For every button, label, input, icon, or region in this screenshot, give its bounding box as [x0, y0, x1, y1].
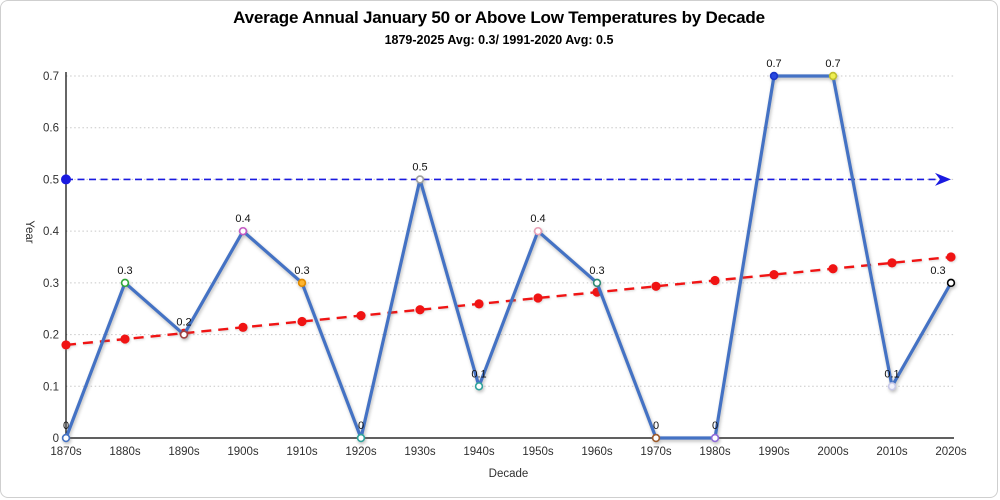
trend-series-group — [61, 252, 956, 350]
data-point-marker — [356, 433, 366, 443]
data-point-marker — [887, 382, 897, 391]
trend-point-marker — [415, 305, 425, 315]
data-point-label: 0.3 — [589, 265, 604, 277]
chart-subtitle: 1879-2025 Avg: 0.3/ 1991-2020 Avg: 0.5 — [384, 33, 614, 47]
y-axis-tick-label: 0.5 — [43, 174, 59, 186]
data-point-label: 0 — [712, 420, 718, 432]
x-axis-tick-label: 1880s — [109, 446, 141, 458]
reference-line-start-dot — [61, 174, 71, 185]
data-point-label: 0 — [63, 420, 69, 432]
x-axis-tick-label: 1950s — [522, 446, 554, 458]
x-axis-tick-label: 1920s — [345, 446, 377, 458]
data-point-label: 0 — [653, 420, 659, 432]
data-point-marker — [238, 226, 248, 236]
data-point-label: 0 — [358, 420, 364, 432]
data-point-marker — [592, 278, 602, 288]
data-point-label: 0.7 — [825, 58, 840, 70]
y-axis-title: Year — [23, 220, 35, 243]
x-axis-tick-label: 1970s — [640, 446, 672, 458]
trend-point-marker — [474, 299, 484, 309]
data-point-marker — [533, 226, 543, 236]
y-axis-tick-label: 0.6 — [43, 123, 59, 135]
trend-point-marker — [828, 264, 838, 274]
data-point-marker — [828, 71, 838, 81]
x-axis-tick-label: 1890s — [168, 446, 200, 458]
data-point-label: 0.3 — [294, 265, 309, 277]
data-point-marker — [769, 71, 779, 81]
main-series-group — [61, 71, 956, 443]
x-axis-tick-label: 1900s — [227, 446, 259, 458]
data-point-label: 0.1 — [884, 368, 899, 380]
x-axis-tick-label: 1990s — [758, 446, 790, 458]
x-axis-tick-label: 1930s — [404, 446, 436, 458]
y-axis-tick-label: 0.2 — [43, 330, 59, 342]
reference-line-arrow-icon — [935, 172, 951, 186]
data-point-marker — [415, 175, 425, 184]
data-point-marker — [651, 433, 661, 443]
data-point-marker — [946, 278, 956, 288]
y-axis-tick-label: 0 — [53, 433, 59, 445]
data-point-label: 0.3 — [930, 265, 945, 277]
x-axis-tick-label: 1980s — [699, 446, 731, 458]
data-point-label: 0.7 — [766, 58, 781, 70]
trend-point-marker — [710, 275, 720, 286]
x-axis-tick-label: 1870s — [50, 446, 82, 458]
y-axis-tick-label: 0.1 — [43, 381, 59, 393]
y-axis-tick-label: 0.4 — [43, 226, 60, 238]
trend-point-marker — [61, 340, 71, 350]
trend-point-marker — [238, 322, 248, 332]
data-point-label: 0.3 — [117, 265, 132, 277]
data-point-marker — [179, 330, 189, 339]
data-point-marker — [474, 382, 484, 391]
trend-point-marker — [120, 334, 130, 344]
trend-point-marker — [769, 269, 779, 280]
x-axis-tick-label: 2020s — [935, 446, 967, 458]
trend-point-marker — [946, 252, 956, 262]
trend-point-marker — [533, 293, 543, 303]
data-point-label: 0.2 — [176, 317, 191, 329]
data-point-label: 0.4 — [235, 213, 250, 225]
main-series-line — [64, 74, 953, 440]
x-axis-tick-label: 1910s — [286, 446, 318, 458]
data-point-marker — [710, 433, 720, 443]
x-axis-tick-label: 2000s — [817, 446, 849, 458]
trend-point-marker — [297, 316, 307, 327]
trend-point-marker — [356, 311, 366, 321]
chart-title: Average Annual January 50 or Above Low T… — [233, 8, 765, 27]
data-point-marker — [297, 278, 307, 288]
data-point-label: 0.1 — [471, 368, 486, 380]
x-axis-tick-label: 1960s — [581, 446, 613, 458]
x-axis-tick-label: 2010s — [876, 446, 908, 458]
data-point-label: 0.5 — [412, 161, 427, 173]
trend-point-marker — [887, 258, 897, 268]
trend-point-marker — [651, 281, 661, 291]
y-axis-tick-label: 0.3 — [43, 278, 59, 290]
data-point-marker — [61, 433, 71, 443]
data-point-label: 0.4 — [530, 213, 545, 225]
x-axis-title: Decade — [489, 468, 529, 480]
data-point-marker — [120, 278, 130, 288]
x-axis-tick-label: 1940s — [463, 446, 495, 458]
y-axis-tick-label: 0.7 — [43, 71, 59, 83]
trend-line — [65, 255, 952, 347]
